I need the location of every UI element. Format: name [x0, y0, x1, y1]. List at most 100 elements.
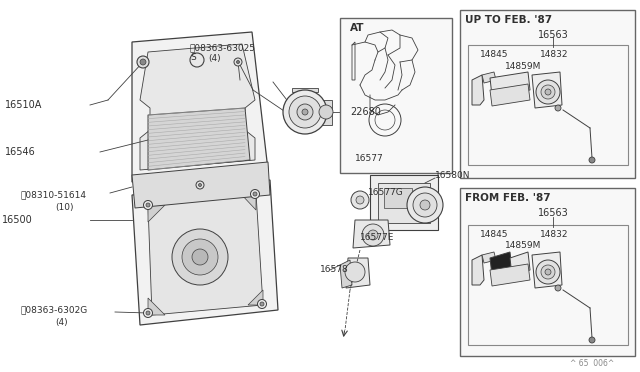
Bar [468, 45, 628, 165]
Circle shape [362, 224, 384, 246]
Polygon shape [353, 220, 390, 248]
Circle shape [289, 96, 321, 128]
Text: 16577E: 16577E [360, 232, 394, 241]
Polygon shape [510, 252, 530, 276]
Polygon shape [132, 162, 270, 208]
Text: 14832: 14832 [540, 230, 568, 238]
Text: 16500: 16500 [2, 215, 33, 225]
Polygon shape [482, 252, 496, 263]
Polygon shape [140, 44, 255, 170]
Circle shape [589, 337, 595, 343]
Polygon shape [148, 298, 165, 315]
Polygon shape [148, 193, 263, 315]
Polygon shape [148, 108, 250, 170]
Circle shape [420, 200, 430, 210]
Text: 16577: 16577 [355, 154, 384, 163]
Circle shape [143, 201, 152, 209]
Circle shape [253, 192, 257, 196]
Circle shape [182, 239, 218, 275]
Text: UP TO FEB. '87: UP TO FEB. '87 [465, 15, 552, 25]
Circle shape [536, 80, 560, 104]
Circle shape [541, 85, 555, 99]
Polygon shape [490, 84, 530, 106]
Circle shape [319, 105, 333, 119]
Text: 14859M: 14859M [505, 61, 541, 71]
Polygon shape [490, 72, 530, 96]
Circle shape [351, 191, 369, 209]
Polygon shape [532, 72, 562, 108]
Text: ^ 65  006^: ^ 65 006^ [570, 359, 614, 369]
Text: 16578: 16578 [320, 266, 349, 275]
Circle shape [137, 56, 149, 68]
Text: 16577G: 16577G [368, 187, 404, 196]
Text: Ⓢ08363-63025: Ⓢ08363-63025 [190, 44, 256, 52]
Text: S: S [190, 52, 196, 61]
Circle shape [302, 109, 308, 115]
Text: Ⓢ08363-6302G: Ⓢ08363-6302G [20, 305, 87, 314]
Circle shape [140, 59, 146, 65]
Circle shape [536, 260, 560, 284]
Text: (4): (4) [209, 54, 221, 62]
Circle shape [172, 229, 228, 285]
Circle shape [407, 187, 443, 223]
Polygon shape [132, 32, 268, 182]
Text: 22680: 22680 [350, 107, 381, 117]
Bar [384, 188, 412, 208]
Text: AT: AT [350, 23, 365, 33]
Circle shape [589, 157, 595, 163]
Text: 14859M: 14859M [505, 241, 541, 250]
Text: 16510A: 16510A [5, 100, 42, 110]
Text: 14832: 14832 [540, 49, 568, 58]
Circle shape [413, 193, 437, 217]
Bar [340, 18, 452, 173]
Text: 16563: 16563 [538, 208, 568, 218]
Circle shape [555, 105, 561, 111]
Circle shape [545, 269, 551, 275]
Text: 16563: 16563 [538, 30, 568, 40]
Polygon shape [240, 193, 256, 210]
Circle shape [545, 89, 551, 95]
Polygon shape [490, 264, 530, 286]
Circle shape [250, 189, 259, 199]
Polygon shape [532, 252, 562, 288]
Polygon shape [148, 205, 165, 222]
Polygon shape [248, 290, 263, 305]
Text: 16580N: 16580N [435, 170, 470, 180]
Circle shape [368, 230, 378, 240]
Circle shape [356, 196, 364, 204]
Text: 14845: 14845 [480, 230, 509, 238]
Bar [468, 225, 628, 345]
Polygon shape [472, 75, 484, 105]
Circle shape [198, 183, 202, 186]
Polygon shape [132, 180, 278, 325]
Circle shape [192, 249, 208, 265]
Text: (4): (4) [55, 317, 68, 327]
Text: (10): (10) [55, 202, 74, 212]
Polygon shape [320, 100, 332, 125]
Circle shape [345, 262, 365, 282]
Circle shape [146, 203, 150, 207]
Bar [460, 188, 635, 356]
Polygon shape [472, 255, 484, 285]
Circle shape [283, 90, 327, 134]
Bar [378, 183, 430, 223]
Polygon shape [292, 88, 318, 92]
Polygon shape [490, 252, 512, 276]
Polygon shape [346, 258, 370, 288]
Text: 16546: 16546 [5, 147, 36, 157]
Text: FROM FEB. '87: FROM FEB. '87 [465, 193, 550, 203]
Polygon shape [482, 72, 496, 83]
Circle shape [555, 285, 561, 291]
Circle shape [146, 311, 150, 315]
Circle shape [237, 61, 239, 64]
Text: Ⓢ08310-51614: Ⓢ08310-51614 [20, 190, 86, 199]
Circle shape [196, 181, 204, 189]
Text: 14845: 14845 [480, 49, 509, 58]
Circle shape [260, 302, 264, 306]
Circle shape [143, 308, 152, 317]
Bar [370, 175, 438, 230]
Circle shape [297, 104, 313, 120]
Circle shape [257, 299, 266, 308]
Bar [460, 10, 635, 178]
Polygon shape [340, 260, 352, 288]
